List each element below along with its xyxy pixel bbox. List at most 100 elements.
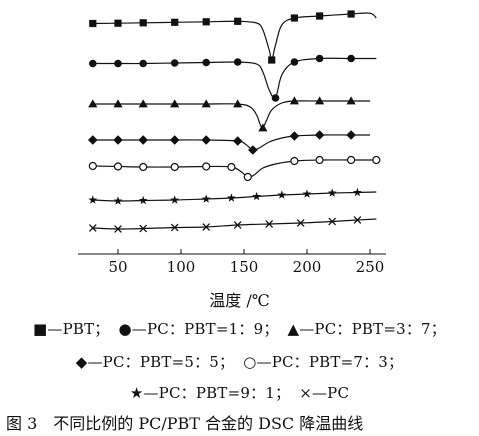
series-7-point-8 <box>296 219 305 227</box>
series-2-point-10 <box>347 54 355 63</box>
series-1-point-6 <box>234 17 242 25</box>
series-4-point-3 <box>138 135 148 145</box>
series-7-point-5-stroke-b <box>202 223 211 231</box>
series-4-line <box>92 134 370 151</box>
series-7-point-2 <box>114 225 122 233</box>
series-7-point-4 <box>170 223 179 232</box>
series-5-point-4 <box>170 162 179 172</box>
series-5-point-11 <box>372 155 381 165</box>
legend-entry-pc-pbt-3-7: ▲—PC：PBT=3：7； <box>287 320 446 338</box>
series-3-point-2 <box>113 99 123 108</box>
dsc-chart: 50 100 150 200 250 <box>78 10 386 276</box>
series-5-point-6 <box>227 162 236 172</box>
series-6-point-10 <box>327 188 337 197</box>
series-3-line <box>92 100 370 129</box>
series-7-point-10 <box>353 216 362 224</box>
series-layer <box>88 10 381 233</box>
series-7-point-7-stroke-b <box>265 220 274 228</box>
series-2-point-4 <box>170 59 179 67</box>
series-6-point-11 <box>353 187 362 197</box>
series-7-point-10-stroke-b <box>353 216 362 224</box>
series-7-point-9-stroke-b <box>328 217 337 226</box>
series-1-point-8 <box>290 14 298 22</box>
x-tick-label-150: 150 <box>230 258 259 276</box>
figure-caption: 图 3 不同比例的 PC/PBT 合金的 DSC 降温曲线 <box>6 414 364 433</box>
legend-entry-pc: ×—PC <box>299 384 350 402</box>
series-7-point-1-stroke-b <box>88 224 97 232</box>
series-4-point-1 <box>88 135 98 145</box>
series-1-point-1 <box>89 19 97 28</box>
series-7-point-7 <box>265 220 274 228</box>
series-2-point-7 <box>271 94 280 102</box>
legend-entry-pc-pbt-5-5: ◆—PC：PBT=5：5； <box>75 353 235 371</box>
series-1-point-2 <box>114 19 122 27</box>
legend-entry-pc-pbt-1-9: ●—PC：PBT=1：9； <box>118 320 279 338</box>
x-axis-label: 温度 /℃ <box>209 291 270 310</box>
series-1-point-9 <box>316 12 324 20</box>
series-4-point-9 <box>314 130 325 140</box>
series-2-line <box>92 57 377 100</box>
series-4-point-6 <box>232 136 243 146</box>
series-1-point-3 <box>139 19 147 27</box>
series-3-point-7 <box>258 123 268 132</box>
series-6-point-7 <box>252 191 261 201</box>
series-7-point-6-stroke-b <box>233 221 242 229</box>
x-tick-label-100: 100 <box>167 258 196 276</box>
series-6-point-4 <box>170 195 180 204</box>
series-2-point-8 <box>290 58 299 66</box>
series-7-point-3 <box>139 224 148 233</box>
series-5-point-5 <box>202 162 211 171</box>
legend-row-1: ■—PBT； ●—PC：PBT=1：9； ▲—PC：PBT=3：7； <box>0 318 479 339</box>
legend-row-2: ◆—PC：PBT=5：5； ○—PC：PBT=7：3； <box>0 351 479 372</box>
series-5-point-9 <box>315 155 324 165</box>
series-6-point-6 <box>227 193 236 202</box>
series-3-point-10 <box>346 96 356 105</box>
series-7-point-3-stroke-b <box>139 224 148 233</box>
series-7-point-8-stroke-b <box>296 219 305 227</box>
series-7-point-6 <box>233 221 242 229</box>
series-6-point-2 <box>113 196 123 205</box>
series-4-point-8 <box>289 131 300 141</box>
series-7-point-2-stroke-b <box>114 225 122 233</box>
series-3-point-3 <box>138 99 148 108</box>
series-5-point-7 <box>243 172 252 182</box>
series-4-point-5 <box>201 135 211 145</box>
series-3-point-6 <box>233 99 243 108</box>
series-3-point-9 <box>315 96 325 105</box>
x-ticks: 50 100 150 200 250 <box>108 249 384 276</box>
series-1-point-4 <box>171 18 179 26</box>
series-4-point-10 <box>346 130 356 140</box>
series-5-point-3 <box>139 162 148 172</box>
series-6-point-9 <box>302 189 312 198</box>
series-7-point-5 <box>202 223 211 231</box>
series-6-point-8 <box>277 190 287 199</box>
series-1-point-5 <box>202 18 210 26</box>
series-6-point-1 <box>88 195 98 204</box>
series-7-point-9 <box>328 217 337 226</box>
series-1-point-10 <box>347 10 355 18</box>
series-2-point-5 <box>202 58 210 67</box>
series-4-point-2 <box>113 135 123 145</box>
series-4-point-7 <box>248 145 258 155</box>
series-3-point-1 <box>88 99 98 108</box>
series-2-point-1 <box>89 59 97 68</box>
series-5-point-8 <box>290 156 299 166</box>
x-tick-label-250: 250 <box>356 258 385 276</box>
series-5-point-2 <box>113 162 123 171</box>
series-3-point-4 <box>170 99 180 108</box>
series-6-point-5 <box>201 194 211 203</box>
series-2-point-2 <box>114 59 122 68</box>
legend-entry-pc-pbt-7-3: ○—PC：PBT=7：3； <box>243 353 404 371</box>
series-7-point-4-stroke-b <box>170 223 179 232</box>
series-2-point-9 <box>315 54 324 63</box>
series-1-point-7 <box>268 56 276 64</box>
x-tick-label-200: 200 <box>293 258 322 276</box>
x-tick-label-50: 50 <box>108 258 127 276</box>
series-2-point-3 <box>139 59 147 68</box>
series-1-line <box>92 12 377 61</box>
series-5-point-10 <box>347 155 356 165</box>
legend-entry-pc-pbt-9-1: ★—PC：PBT=9：1； <box>129 384 291 402</box>
legend-row-3: ★—PC：PBT=9：1； ×—PC <box>0 382 479 403</box>
series-3-point-5 <box>201 99 211 108</box>
series-5-point-1 <box>88 161 97 171</box>
